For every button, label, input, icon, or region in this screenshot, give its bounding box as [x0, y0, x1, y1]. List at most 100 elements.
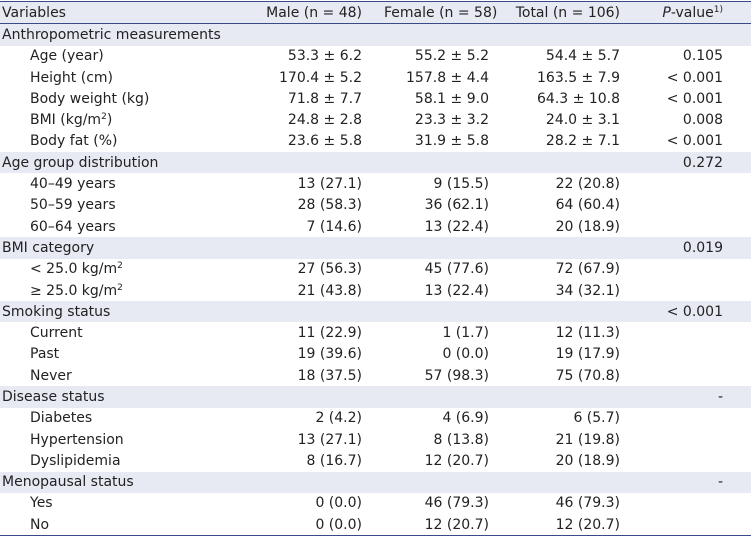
row-label-suffix: )	[106, 112, 113, 129]
cell-p-value	[648, 280, 751, 301]
row-label: BMI (kg/m2)	[0, 109, 265, 130]
row-label: Anthropometric measurements	[2, 26, 221, 43]
row-label: Yes	[30, 495, 53, 512]
cell-female: 36 (62.1)	[424, 197, 489, 214]
table-row: Age (year) 53.3 ± 6.2 55.2 ± 5.2 54.4 ± …	[0, 46, 751, 67]
cell-male: 27 (56.3)	[297, 261, 362, 278]
cell-p-value	[648, 216, 751, 237]
cell-total: 75 (70.8)	[555, 367, 620, 384]
table-row: 50–59 years 28 (58.3) 36 (62.1) 64 (60.4…	[0, 195, 751, 216]
cell-male	[265, 24, 384, 46]
cell-male: 53.3 ± 6.2	[287, 48, 362, 65]
cell-p-value	[648, 259, 751, 280]
cell-total: 12 (11.3)	[555, 325, 620, 342]
table-row: Smoking status < 0.001	[0, 301, 751, 323]
cell-p-value	[648, 322, 751, 343]
cell-total: 163.5 ± 7.9	[537, 69, 620, 86]
cell-p-value: < 0.001	[666, 69, 723, 86]
cell-female: 57 (98.3)	[424, 367, 489, 384]
cell-total	[513, 237, 648, 258]
row-label: Dyslipidemia	[30, 452, 121, 469]
cell-male	[265, 472, 384, 493]
row-label: 40–49 years	[30, 176, 116, 193]
row-label-text: BMI (kg/m	[30, 112, 102, 129]
row-label: < 25.0 kg/m2	[0, 259, 265, 280]
table-row: Menopausal status -	[0, 471, 751, 493]
row-label-text: ≥ 25.0 kg/m	[30, 282, 118, 299]
table-row: Body fat (%) 23.6 ± 5.8 31.9 ± 5.8 28.2 …	[0, 131, 751, 152]
table-row: Anthropometric measurements	[0, 23, 751, 46]
cell-p-value	[648, 429, 751, 450]
row-label: Age (year)	[30, 48, 104, 65]
cell-total: 24.0 ± 3.1	[545, 112, 620, 129]
table-row: Height (cm) 170.4 ± 5.2 157.8 ± 4.4 163.…	[0, 67, 751, 88]
cell-female: 12 (20.7)	[384, 514, 513, 537]
cell-total: 22 (20.8)	[555, 176, 620, 193]
cell-male: 170.4 ± 5.2	[279, 69, 362, 86]
cell-p-value: < 0.001	[666, 303, 723, 320]
cell-male: 21 (43.8)	[297, 282, 362, 299]
table-row: 60–64 years 7 (14.6) 13 (22.4) 20 (18.9)	[0, 216, 751, 237]
header-total: Total (n = 106)	[513, 0, 648, 25]
row-label-superscript: 2	[117, 282, 123, 293]
cell-male: 0 (0.0)	[265, 514, 384, 537]
cell-female: 4 (6.9)	[442, 410, 489, 427]
row-label: ≥ 25.0 kg/m2	[0, 280, 265, 301]
row-label: Diabetes	[30, 410, 93, 427]
row-label: No	[0, 514, 265, 537]
cell-p-value: 0.019	[682, 239, 723, 256]
cell-male	[265, 237, 384, 258]
header-male: Male (n = 48)	[265, 0, 384, 25]
row-label: Body fat (%)	[30, 133, 118, 150]
cell-male	[265, 301, 384, 322]
table-row: ≥ 25.0 kg/m2 21 (43.8) 13 (22.4) 34 (32.…	[0, 280, 751, 301]
cell-p-value: 0.272	[682, 154, 723, 171]
table-row: BMI category 0.019	[0, 237, 751, 259]
table-row: Body weight (kg) 71.8 ± 7.7 58.1 ± 9.0 6…	[0, 88, 751, 109]
table-row: Diabetes 2 (4.2) 4 (6.9) 6 (5.7)	[0, 408, 751, 429]
row-label: Current	[30, 325, 83, 342]
cell-female: 8 (13.8)	[433, 431, 489, 448]
cell-total	[513, 24, 648, 46]
cell-total: 46 (79.3)	[555, 495, 620, 512]
header-row: Variables Male (n = 48) Female (n = 58) …	[0, 0, 751, 25]
cell-total: 28.2 ± 7.1	[545, 133, 620, 150]
cell-p-value: -	[717, 388, 723, 405]
row-label: Past	[30, 346, 60, 363]
cell-p-value: 0.008	[682, 112, 723, 129]
header-female: Female (n = 58)	[384, 0, 513, 25]
cell-male: 71.8 ± 7.7	[287, 90, 362, 107]
cell-male: 24.8 ± 2.8	[287, 112, 362, 129]
cell-female: 1 (1.7)	[442, 325, 489, 342]
table-row: Current 11 (22.9) 1 (1.7) 12 (11.3)	[0, 322, 751, 343]
cell-p-value: 0.105	[682, 48, 723, 65]
cell-male: 7 (14.6)	[306, 218, 362, 235]
cell-total: 21 (19.8)	[555, 431, 620, 448]
cell-female	[384, 152, 513, 173]
cell-total: 20 (18.9)	[555, 452, 620, 469]
cell-total: 34 (32.1)	[555, 282, 620, 299]
table-row: BMI (kg/m2) 24.8 ± 2.8 23.3 ± 3.2 24.0 ±…	[0, 109, 751, 130]
cell-total	[513, 301, 648, 322]
cell-p-value	[648, 365, 751, 386]
cell-male: 8 (16.7)	[306, 452, 362, 469]
row-label: Age group distribution	[2, 154, 159, 171]
cell-female	[384, 24, 513, 46]
cell-male: 18 (37.5)	[297, 367, 362, 384]
header-p-letter: P	[662, 4, 671, 21]
cell-p-value	[648, 344, 751, 365]
cell-p-value	[648, 408, 751, 429]
cell-p-value	[648, 195, 751, 216]
cell-male	[265, 152, 384, 173]
cell-total: 20 (18.9)	[555, 218, 620, 235]
cell-total: 64.3 ± 10.8	[537, 90, 620, 107]
cell-total: 54.4 ± 5.7	[545, 48, 620, 65]
cell-p-value: -	[717, 474, 723, 491]
table-row: Dyslipidemia 8 (16.7) 12 (20.7) 20 (18.9…	[0, 450, 751, 471]
table-row: 40–49 years 13 (27.1) 9 (15.5) 22 (20.8)	[0, 173, 751, 194]
cell-male: 11 (22.9)	[297, 325, 362, 342]
table-row: No 0 (0.0) 12 (20.7) 12 (20.7)	[0, 514, 751, 537]
header-p-footnote: 1)	[713, 4, 723, 15]
cell-male	[265, 386, 384, 407]
